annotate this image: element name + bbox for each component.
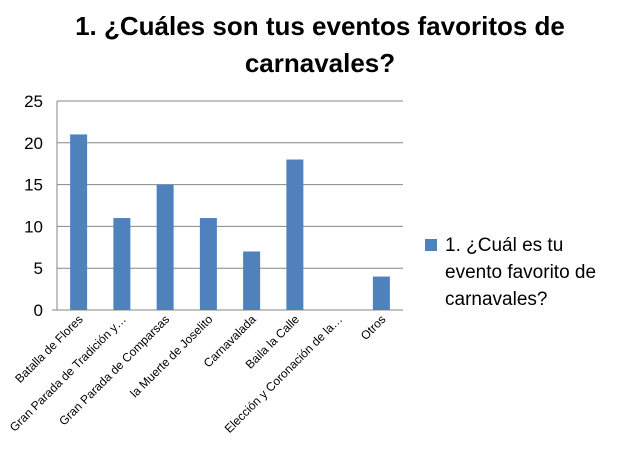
bar <box>113 218 131 310</box>
legend-label: 1. ¿Cuál es tu evento favorito de carnaval… <box>445 235 596 310</box>
y-tick-label: 25 <box>24 92 43 111</box>
x-tick-label: la Muerte de Joselito <box>127 312 215 400</box>
y-tick-label: 5 <box>34 259 43 278</box>
bar <box>286 159 304 310</box>
bar <box>372 276 390 310</box>
bar <box>199 218 217 310</box>
legend-marker <box>425 239 437 251</box>
x-tick-label: Otros <box>358 312 389 343</box>
y-tick-label: 15 <box>24 176 43 195</box>
chart-title: 1. ¿Cuáles son tus eventos favoritos de … <box>75 11 565 78</box>
y-tick-label: 20 <box>24 134 43 153</box>
y-tick-label: 10 <box>24 217 43 236</box>
y-tick-label: 0 <box>34 301 43 320</box>
bar <box>156 184 174 310</box>
bar <box>243 251 261 310</box>
bar <box>70 134 88 310</box>
